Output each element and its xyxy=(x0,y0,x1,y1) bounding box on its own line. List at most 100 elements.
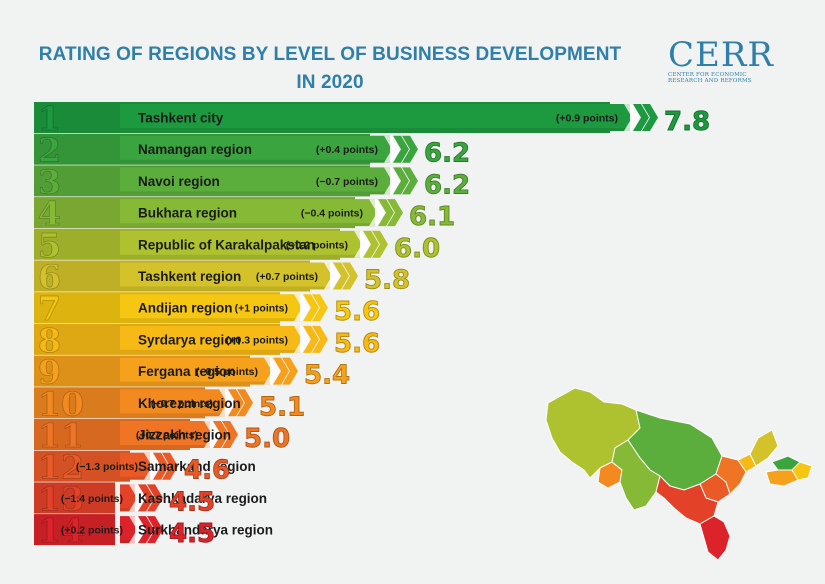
change-label: (+0.2 points) xyxy=(61,525,123,537)
bar xyxy=(120,135,390,163)
bar-arrow-chevron xyxy=(402,167,418,195)
bar-arrow-chevron xyxy=(273,357,289,385)
region-label: Namangan region xyxy=(138,142,252,157)
bar-arrow-chevron xyxy=(393,135,409,163)
uzbekistan-map xyxy=(545,387,813,561)
region-label: Republic of Karakalpakstan xyxy=(138,237,315,252)
bar xyxy=(120,294,300,322)
value-label: 4.6 xyxy=(184,456,230,486)
map-region-jizzakh xyxy=(715,455,747,495)
rank-number: 4 xyxy=(38,194,61,233)
bar-arrow-chevron xyxy=(354,230,370,258)
bar-arrow-chevron xyxy=(282,357,298,385)
bar-shadow xyxy=(120,508,135,512)
map-region-andijan xyxy=(791,461,813,481)
bar xyxy=(120,199,375,227)
map-region-bukhara xyxy=(611,439,661,511)
map-region-tashkent xyxy=(749,429,779,467)
change-label: (−0.4 points) xyxy=(301,208,363,220)
value-label: 6.1 xyxy=(409,202,455,232)
rank-number: 2 xyxy=(38,131,61,170)
change-label: (+0.9 points) xyxy=(556,113,618,125)
logo-wordmark: CERR xyxy=(668,35,775,75)
bar-arrow-chevron xyxy=(384,167,400,195)
bar xyxy=(120,262,330,290)
change-label: (+0.7 points) xyxy=(136,430,198,442)
bar xyxy=(120,389,225,417)
rank-tab xyxy=(34,482,115,514)
change-label: (−1.3 points) xyxy=(76,461,138,473)
rank-number: 5 xyxy=(38,226,61,265)
region-label: Surkhandarya region xyxy=(138,523,273,538)
region-label: Fergana region xyxy=(138,364,236,379)
bar-arrow-chevron xyxy=(312,325,328,353)
bar-arrow-chevron xyxy=(294,325,310,353)
bar-arrow-chevron xyxy=(153,452,169,480)
rank-number: 1 xyxy=(38,99,61,138)
region-label: Jizzakh region xyxy=(138,428,231,443)
bar xyxy=(120,484,135,512)
bar xyxy=(120,516,135,544)
bar-arrow-chevron xyxy=(147,516,163,544)
value-label: 5.0 xyxy=(244,424,290,454)
bar xyxy=(120,357,270,385)
bar-arrow-chevron xyxy=(138,516,154,544)
chart-title-line-2: IN 2020 xyxy=(296,72,364,93)
bar-shadow xyxy=(120,381,270,385)
bar-arrow-chevron xyxy=(342,262,358,290)
rank-number: 12 xyxy=(38,448,84,487)
change-label: (−0.2 points) xyxy=(286,239,348,251)
bar-arrow-chevron xyxy=(237,389,253,417)
bar-shadow xyxy=(120,128,630,131)
cerr-logo: CERR Center for Economic Research and Re… xyxy=(668,38,798,84)
bar xyxy=(120,167,390,195)
value-label: 6.2 xyxy=(424,170,470,200)
bar-arrow-chevron xyxy=(384,135,400,163)
bar-arrow-chevron xyxy=(393,167,409,195)
bar xyxy=(120,325,300,353)
bar-shadow xyxy=(120,413,225,417)
bar-arrow-chevron xyxy=(264,357,280,385)
region-label: Andijan region xyxy=(138,301,233,316)
bar-arrow-chevron xyxy=(144,452,160,480)
change-label: (−0.7 points) xyxy=(316,176,378,188)
rank-tab xyxy=(34,514,115,546)
bar-shadow xyxy=(120,349,300,353)
bar-arrow-chevron xyxy=(372,230,388,258)
value-label: 4.5 xyxy=(169,519,215,549)
rank-number: 9 xyxy=(38,353,61,392)
value-label: 5.4 xyxy=(304,361,350,391)
bar xyxy=(120,104,630,131)
region-label: Navoi region xyxy=(138,174,220,189)
bar-shadow xyxy=(120,159,390,163)
bar-shadow xyxy=(120,540,135,544)
bar xyxy=(120,421,210,448)
bar-arrow-chevron xyxy=(363,230,379,258)
bar-arrow-chevron xyxy=(222,421,238,448)
change-label: (−0.7 points) xyxy=(151,398,213,410)
value-label: 5.6 xyxy=(334,329,380,359)
region-label: Syrdarya region xyxy=(138,332,241,347)
bar-arrow-chevron xyxy=(402,135,418,163)
rank-number: 3 xyxy=(38,162,61,201)
value-label: 5.1 xyxy=(259,392,305,422)
bar-arrow-chevron xyxy=(213,421,229,448)
value-label: 6.0 xyxy=(394,234,440,264)
change-label: (−1.4 points) xyxy=(61,493,123,505)
change-label: (+0.7 points) xyxy=(256,271,318,283)
bar-arrow-chevron xyxy=(624,104,640,131)
bar-arrow-chevron xyxy=(378,199,394,227)
bar-shadow xyxy=(120,254,360,258)
bar-shadow xyxy=(120,445,210,448)
bar-arrow-chevron xyxy=(303,294,319,322)
value-label: 4.5 xyxy=(169,487,215,517)
region-label: Kashkadarya region xyxy=(138,491,267,506)
region-label: Tashkent city xyxy=(138,111,224,126)
bar-arrow-chevron xyxy=(228,389,244,417)
bar-shadow xyxy=(120,318,300,322)
bar-arrow-chevron xyxy=(129,484,145,512)
rank-number: 13 xyxy=(38,479,84,518)
map-region-surkhandarya xyxy=(699,515,731,561)
bar-arrow-chevron xyxy=(324,262,340,290)
bar-shadow xyxy=(120,191,390,195)
